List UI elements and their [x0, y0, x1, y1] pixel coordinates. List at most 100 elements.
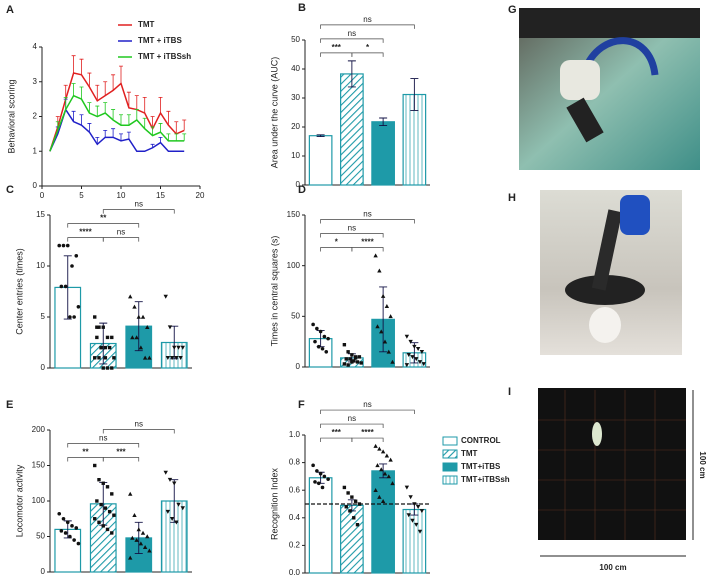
significance-label: * — [366, 43, 370, 52]
data-point — [176, 345, 181, 350]
data-point — [93, 463, 97, 468]
data-point — [348, 357, 352, 361]
significance-label: ns — [135, 200, 143, 209]
data-point — [63, 531, 68, 535]
panel-label: I — [508, 386, 511, 398]
error-bar — [158, 123, 163, 133]
error-bar — [87, 72, 92, 87]
error-bar — [111, 128, 116, 138]
data-point — [59, 529, 64, 533]
significance-bracket — [102, 209, 175, 214]
data-point — [132, 513, 137, 517]
error-bar — [316, 134, 325, 138]
error-bar — [63, 96, 68, 110]
significance-bracket — [320, 423, 384, 429]
data-point — [138, 541, 144, 546]
data-point — [172, 481, 177, 486]
y-tick-label: 150 — [32, 461, 46, 470]
data-point — [74, 254, 79, 258]
data-point — [105, 366, 110, 370]
data-point — [352, 359, 356, 363]
data-point — [382, 471, 388, 476]
data-point — [101, 524, 105, 528]
y-axis-label: Recognition Index — [269, 467, 279, 540]
x-tick-label: 10 — [117, 191, 126, 200]
data-point — [421, 362, 426, 367]
data-point — [136, 314, 141, 319]
data-point — [95, 325, 99, 329]
legend-swatch — [442, 475, 458, 485]
error-bar — [119, 114, 123, 126]
data-point — [103, 506, 108, 510]
data-point — [384, 453, 390, 458]
legend-label: TMT + iTBS — [138, 36, 182, 45]
data-point — [107, 509, 112, 514]
y-tick-label: 4 — [33, 42, 38, 51]
data-point — [93, 517, 97, 521]
data-point — [373, 443, 378, 448]
data-point — [163, 294, 168, 299]
error-bar — [79, 86, 84, 100]
data-point — [167, 477, 173, 482]
data-point — [110, 366, 114, 370]
data-point — [410, 355, 415, 360]
data-point — [105, 527, 110, 532]
error-bar — [174, 121, 179, 134]
data-point — [163, 470, 168, 475]
error-bar — [126, 131, 131, 140]
data-point — [112, 513, 116, 517]
data-point — [130, 535, 135, 540]
y-tick-label: 2 — [33, 112, 38, 121]
data-point — [326, 477, 330, 481]
data-point — [408, 495, 413, 500]
x-tick-label: 0 — [40, 191, 45, 200]
significance-label: *** — [332, 43, 342, 52]
error-bar — [126, 91, 131, 108]
error-bar — [87, 102, 92, 114]
data-point — [68, 534, 72, 539]
significance-bracket — [67, 443, 140, 448]
error-bar — [142, 117, 147, 129]
data-point — [140, 530, 146, 535]
significance-bracket — [320, 38, 384, 43]
error-bar — [379, 117, 388, 126]
width-label: 100 cm — [599, 563, 626, 572]
data-point — [322, 334, 327, 339]
photo-h — [540, 190, 682, 355]
significance-bracket — [320, 219, 415, 224]
y-tick-label: 10 — [291, 151, 300, 160]
data-point — [316, 481, 321, 486]
y-axis-label: Behavioral scoring — [6, 79, 16, 153]
data-point — [415, 346, 421, 351]
significance-bracket — [320, 24, 415, 29]
data-point — [57, 243, 62, 248]
data-point — [138, 345, 144, 350]
bar — [371, 121, 395, 186]
y-tick-label: 0.8 — [289, 458, 301, 467]
significance-label: ns — [363, 15, 371, 24]
y-axis-label: Times in central squares (s) — [269, 236, 279, 347]
panel-label: B — [298, 2, 306, 14]
data-point — [72, 538, 76, 542]
data-point — [136, 527, 141, 532]
data-point — [404, 363, 410, 368]
data-point — [142, 544, 148, 549]
data-point — [76, 305, 81, 309]
error-bar — [103, 130, 108, 138]
data-point — [63, 284, 68, 289]
data-point — [65, 243, 70, 248]
error-bar — [166, 110, 171, 126]
data-point — [174, 356, 179, 360]
legend-label: CONTROL — [461, 436, 501, 445]
y-tick-label: 40 — [291, 64, 300, 73]
significance-bracket — [320, 437, 353, 443]
photo-i — [538, 388, 694, 557]
data-point — [406, 353, 411, 358]
significance-label: ns — [117, 228, 125, 237]
data-point — [379, 467, 384, 472]
data-point — [97, 356, 101, 360]
y-tick-label: 0.2 — [289, 541, 301, 550]
data-point — [408, 339, 413, 344]
data-point — [386, 474, 391, 479]
error-bar — [71, 83, 76, 96]
